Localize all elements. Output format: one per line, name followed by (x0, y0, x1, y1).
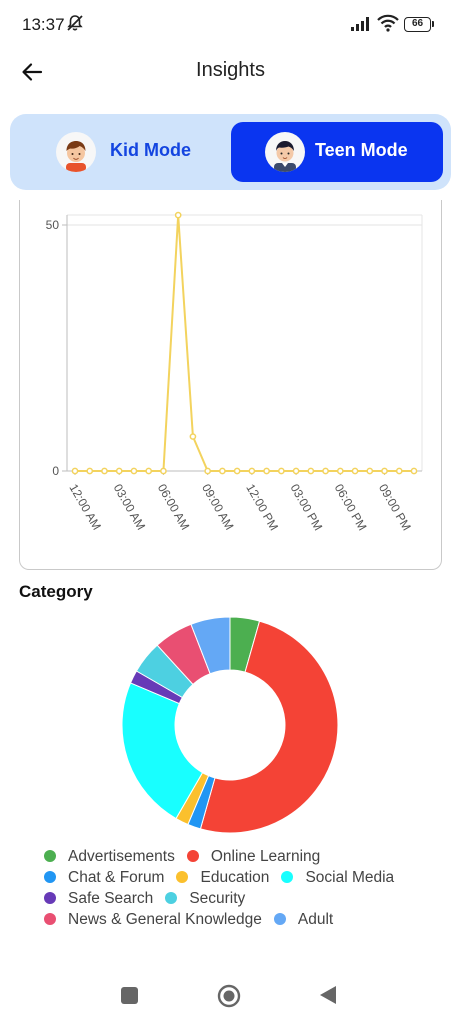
y-tick-label: 0 (52, 464, 59, 478)
x-tick-label: 06:00 PM (332, 482, 370, 533)
data-point (307, 467, 315, 475)
home-circle-icon[interactable] (217, 984, 241, 1008)
legend-label: Adult (297, 911, 334, 928)
x-tick-label: 12:00 PM (243, 482, 281, 533)
legend-label: Online Learning (210, 848, 321, 865)
legend-dot (186, 850, 199, 862)
donut-slice-adult (190, 616, 231, 675)
legend-item[interactable]: Safe Search (44, 890, 153, 908)
legend-dot (165, 892, 178, 904)
data-point (71, 467, 79, 475)
series-line (75, 215, 414, 472)
battery-tip (432, 21, 434, 27)
legend-dot (176, 871, 189, 883)
status-time: 13:37 (22, 15, 65, 34)
data-point (322, 467, 329, 475)
back-triangle-icon[interactable] (318, 984, 338, 1006)
data-point (277, 467, 285, 475)
data-point (115, 467, 123, 475)
system-nav-bar (0, 970, 461, 1024)
legend-label: Advertisements (68, 848, 175, 865)
data-point (233, 467, 241, 475)
x-tick-label: 12:00 AM (66, 482, 103, 533)
legend-row: News & General Knowledge Adult (44, 911, 345, 929)
legend-item[interactable]: Adult (273, 911, 334, 929)
data-point (336, 467, 344, 475)
data-point (263, 467, 270, 475)
signal-icon (351, 17, 369, 31)
legend-label: Safe Search (68, 890, 154, 907)
legend-item[interactable]: Security (165, 890, 245, 908)
legend-item[interactable]: News & General Knowledge (44, 911, 262, 929)
usage-chart-card: 0 50 12:00 AM 03:00 AM 06:00 AM 09:00 AM 12:00… (19, 200, 442, 570)
legend-item[interactable]: Social Media (281, 869, 394, 887)
usage-line-chart: 0 50 12:00 AM 03:00 AM 06:00 AM 09:00 AM 12:00… (46, 211, 423, 533)
teen-mode-button[interactable]: Teen Mode (231, 122, 443, 182)
legend-label: News & General Knowledge (68, 911, 262, 928)
teen-mode-label: Teen Mode (315, 140, 408, 160)
data-point (292, 467, 300, 475)
battery-icon: 66 (404, 17, 431, 32)
legend-label: Social Media (305, 869, 395, 886)
x-tick-label: 03:00 AM (111, 482, 148, 533)
kid-mode-button[interactable]: Kid Mode (18, 122, 230, 182)
app-header: Insights (0, 50, 461, 94)
wifi-icon (377, 14, 399, 32)
legend-item[interactable]: Education (176, 869, 269, 887)
data-point (366, 467, 374, 475)
teen-avatar (265, 132, 305, 172)
recents-square-icon[interactable] (120, 984, 140, 1006)
data-point (219, 467, 226, 475)
legend-dot (44, 871, 56, 883)
data-point (145, 467, 153, 475)
category-legend: Advertisements Online Learning Chat & Foru… (44, 848, 454, 930)
data-point (410, 467, 418, 475)
kid-mode-label: Kid Mode (110, 140, 191, 160)
category-title: Category (19, 582, 93, 601)
mute-icon (67, 15, 83, 31)
legend-label: Security (189, 890, 246, 907)
legend-dot (44, 913, 56, 925)
data-point (381, 467, 388, 475)
x-tick-label: 06:00 AM (155, 482, 192, 533)
legend-item[interactable]: Chat & Forum (44, 869, 164, 887)
data-point (248, 467, 256, 475)
data-point (189, 433, 197, 440)
arrow-left-icon[interactable] (20, 60, 44, 84)
legend-item[interactable]: Advertisements (44, 848, 175, 866)
page-title: Insights (196, 59, 265, 81)
data-point (86, 467, 94, 475)
legend-label: Chat & Forum (68, 869, 165, 886)
legend-row: Safe Search Security (44, 890, 257, 908)
legend-dot (44, 892, 56, 904)
legend-label: Education (200, 869, 270, 886)
x-tick-label: 03:00 PM (287, 482, 325, 533)
legend-dot (281, 871, 294, 883)
mode-toggle: Kid Mode Teen Mode (10, 114, 451, 190)
x-tick-label: 09:00 AM (199, 482, 236, 533)
data-point (395, 467, 403, 475)
category-donut-chart (121, 616, 339, 834)
data-point (351, 467, 359, 475)
data-point (101, 467, 108, 475)
donut-slice-online-learning (199, 620, 339, 834)
y-tick-label: 50 (46, 218, 60, 232)
legend-item[interactable]: Online Learning (186, 848, 321, 866)
legend-row: Chat & Forum Education Social Media (44, 869, 406, 887)
data-point (160, 467, 167, 475)
donut-slice-social-media (121, 682, 204, 820)
status-bar: 13:37 66 (0, 0, 461, 50)
kid-avatar (56, 132, 96, 172)
data-point (204, 467, 212, 475)
x-tick-label: 09:00 PM (376, 482, 414, 533)
data-point (174, 211, 182, 219)
legend-dot (44, 850, 56, 862)
legend-row: Advertisements Online Learning (44, 848, 332, 866)
data-point (130, 467, 138, 475)
legend-dot (273, 913, 286, 925)
